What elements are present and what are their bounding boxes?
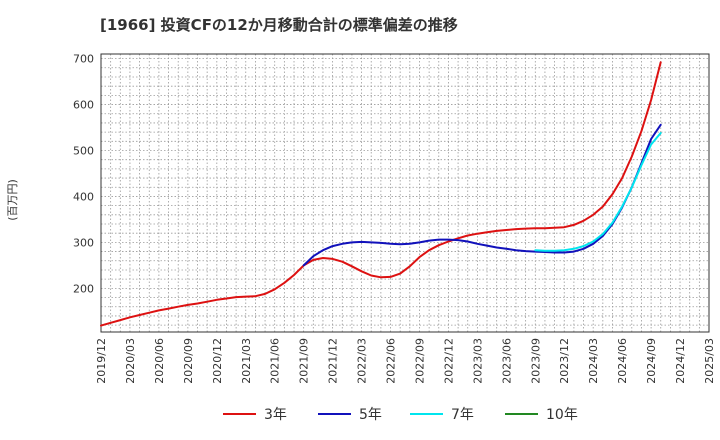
series-lines [100, 61, 662, 327]
x-tick-label: 2025/03 [703, 338, 716, 384]
x-tick-label: 2022/09 [413, 338, 426, 384]
x-tick-label: 2024/06 [616, 338, 629, 384]
x-axis-ticks: 2019/12 2020/03 2020/06 2020/09 2020/12 2021/… [95, 338, 716, 384]
y-tick-label: 600 [73, 99, 94, 112]
series-line-3年 [100, 61, 662, 327]
y-axis-ticks: 200 300 400 500 600 700 [73, 53, 94, 296]
y-tick-label: 500 [73, 144, 94, 157]
y-tick-label: 700 [73, 53, 94, 66]
x-tick-label: 2020/09 [182, 338, 195, 384]
x-tick-label: 2019/12 [95, 338, 108, 384]
x-tick-label: 2020/06 [153, 338, 166, 384]
chart-title: [1966] 投資CFの12か月移動合計の標準偏差の推移 [100, 16, 458, 34]
legend-label: 3年 [264, 407, 287, 423]
legend-label: 10年 [546, 407, 578, 423]
y-tick-label: 300 [73, 236, 94, 249]
grid [101, 54, 709, 332]
x-tick-label: 2020/03 [124, 338, 137, 384]
series-line-7年 [534, 132, 662, 252]
y-tick-label: 400 [73, 190, 94, 203]
y-tick-label: 200 [73, 282, 94, 295]
x-tick-label: 2022/06 [385, 338, 398, 384]
x-tick-label: 2021/12 [327, 338, 340, 384]
x-tick-label: 2023/06 [500, 338, 513, 384]
series-line-5年 [302, 123, 662, 267]
x-tick-label: 2023/03 [471, 338, 484, 384]
x-tick-label: 2021/09 [298, 338, 311, 384]
x-tick-label: 2024/12 [674, 338, 687, 384]
x-tick-label: 2024/03 [587, 338, 600, 384]
x-tick-label: 2022/03 [356, 338, 369, 384]
plot-frame [100, 53, 710, 333]
x-tick-label: 2021/06 [269, 338, 282, 384]
x-tick-label: 2023/09 [529, 338, 542, 384]
legend: 3年 5年 7年 10年 [223, 407, 578, 423]
x-tick-label: 2024/09 [645, 338, 658, 384]
x-tick-label: 2021/03 [240, 338, 253, 384]
legend-label: 5年 [359, 407, 382, 423]
y-axis-label: (百万円) [6, 179, 19, 221]
x-tick-label: 2022/12 [442, 338, 455, 384]
x-tick-label: 2020/12 [211, 338, 224, 384]
x-tick-label: 2023/12 [558, 338, 571, 384]
legend-label: 7年 [451, 407, 474, 423]
